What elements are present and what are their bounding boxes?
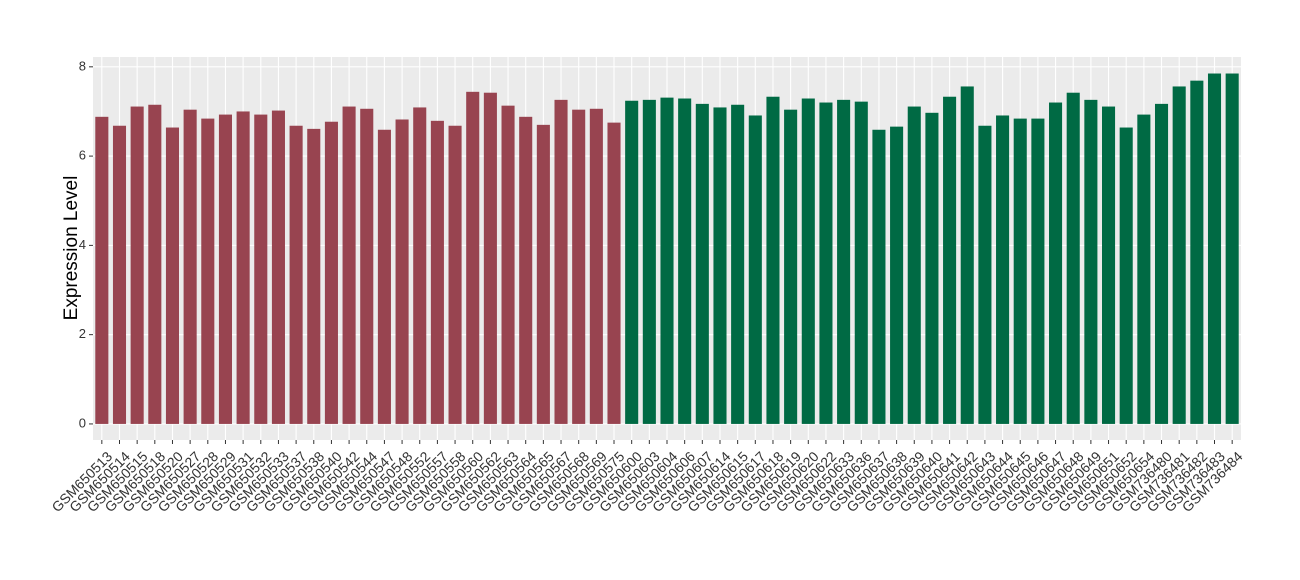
bar <box>1207 73 1222 424</box>
bar <box>642 99 656 424</box>
bar <box>837 99 851 424</box>
bar <box>695 103 709 424</box>
bar <box>130 106 144 424</box>
bar <box>1172 86 1186 424</box>
y-tick-label: 2 <box>79 326 86 341</box>
bar <box>1154 103 1169 424</box>
bar <box>1084 99 1098 424</box>
bar <box>1066 92 1080 424</box>
bar <box>801 98 815 424</box>
y-tick-label: 6 <box>79 148 86 163</box>
y-tick-label: 4 <box>79 237 86 252</box>
bar <box>996 115 1010 424</box>
bar <box>819 102 833 424</box>
bar <box>925 112 939 424</box>
bar <box>854 101 868 424</box>
bar <box>218 114 232 424</box>
bar <box>607 122 621 424</box>
bar <box>589 108 603 424</box>
bar <box>766 96 780 424</box>
bar <box>572 109 586 424</box>
bar <box>960 86 974 424</box>
bar <box>784 109 798 424</box>
bar <box>377 129 391 424</box>
bar <box>1049 102 1063 424</box>
bar <box>95 116 109 424</box>
bar <box>236 111 250 424</box>
bar <box>748 115 762 424</box>
bar <box>1013 118 1027 424</box>
bar <box>201 118 215 424</box>
bar <box>907 106 921 424</box>
bar <box>678 98 692 424</box>
bar <box>660 97 674 424</box>
bar <box>395 119 409 424</box>
bar <box>731 104 745 424</box>
bar <box>148 104 162 424</box>
bar <box>713 107 727 424</box>
bar <box>271 110 285 424</box>
bar <box>430 120 444 424</box>
bar <box>254 114 268 424</box>
bar <box>1225 73 1239 424</box>
bar <box>289 125 303 424</box>
bar <box>466 91 480 424</box>
bar <box>448 125 462 424</box>
bar <box>360 108 374 424</box>
bar <box>342 106 356 424</box>
bar <box>165 127 180 424</box>
bar <box>307 128 321 424</box>
bar <box>943 96 957 424</box>
bar <box>1102 106 1116 424</box>
bar <box>183 109 197 424</box>
bar <box>625 100 639 424</box>
y-tick-label: 0 <box>79 415 86 430</box>
y-axis-title: Expression Level <box>61 176 82 321</box>
bar <box>519 116 533 424</box>
bar <box>554 99 568 424</box>
bar <box>501 105 515 424</box>
bar <box>536 124 550 424</box>
bar <box>413 107 427 424</box>
bar <box>483 92 497 424</box>
bar <box>1119 127 1133 424</box>
bar <box>324 121 338 424</box>
bar <box>1190 80 1204 424</box>
bar <box>872 129 886 424</box>
bar <box>1031 118 1045 424</box>
bar <box>890 126 904 424</box>
bar <box>1137 114 1151 424</box>
bar <box>112 125 127 424</box>
y-tick-label: 8 <box>79 58 86 73</box>
bar <box>978 125 992 424</box>
